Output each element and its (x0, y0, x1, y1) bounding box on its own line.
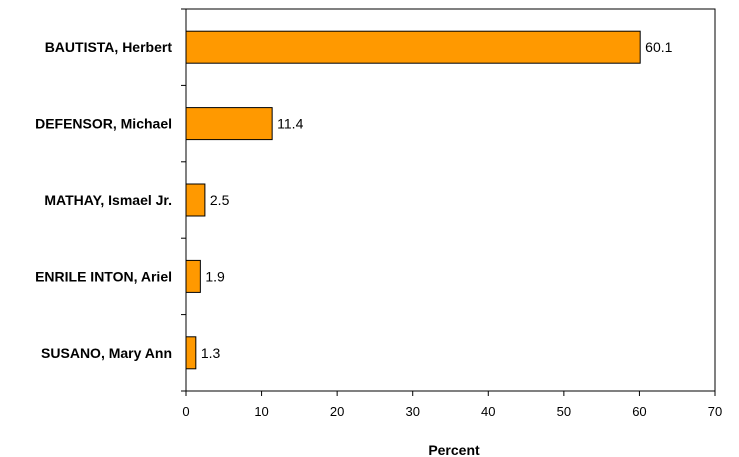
x-tick-label: 60 (632, 404, 646, 419)
category-label: ENRILE INTON, Ariel (35, 268, 172, 284)
bar (185, 30, 641, 64)
x-tick-labels: 0 10 20 30 40 50 60 70 (182, 404, 722, 419)
category-label: SUSANO, Mary Ann (41, 345, 172, 361)
y-axis-ticks (181, 8, 186, 392)
bar (185, 336, 197, 370)
data-labels: 60.1 11.4 2.5 1.9 1.3 (201, 39, 673, 361)
x-axis-ticks (185, 391, 716, 396)
x-tick-label: 50 (557, 404, 571, 419)
category-label: MATHAY, Ismael Jr. (44, 192, 172, 208)
category-label: BAUTISTA, Herbert (45, 39, 173, 55)
x-tick-label: 70 (708, 404, 722, 419)
bar (185, 107, 273, 141)
x-tick-label: 20 (330, 404, 344, 419)
data-label: 60.1 (645, 39, 672, 55)
data-label: 1.9 (205, 268, 225, 284)
data-label: 1.3 (201, 345, 221, 361)
plot-area (185, 8, 716, 392)
bars (185, 30, 641, 370)
x-tick-label: 0 (182, 404, 189, 419)
x-tick-label: 40 (481, 404, 495, 419)
category-label: DEFENSOR, Michael (35, 116, 172, 132)
bar (185, 183, 206, 217)
x-tick-label: 10 (254, 404, 268, 419)
bar (185, 259, 201, 293)
category-labels: BAUTISTA, Herbert DEFENSOR, Michael MATHAY… (35, 39, 172, 361)
data-label: 11.4 (277, 116, 303, 132)
x-tick-label: 30 (405, 404, 419, 419)
x-axis-title: Percent (428, 442, 480, 457)
data-label: 2.5 (210, 192, 230, 208)
